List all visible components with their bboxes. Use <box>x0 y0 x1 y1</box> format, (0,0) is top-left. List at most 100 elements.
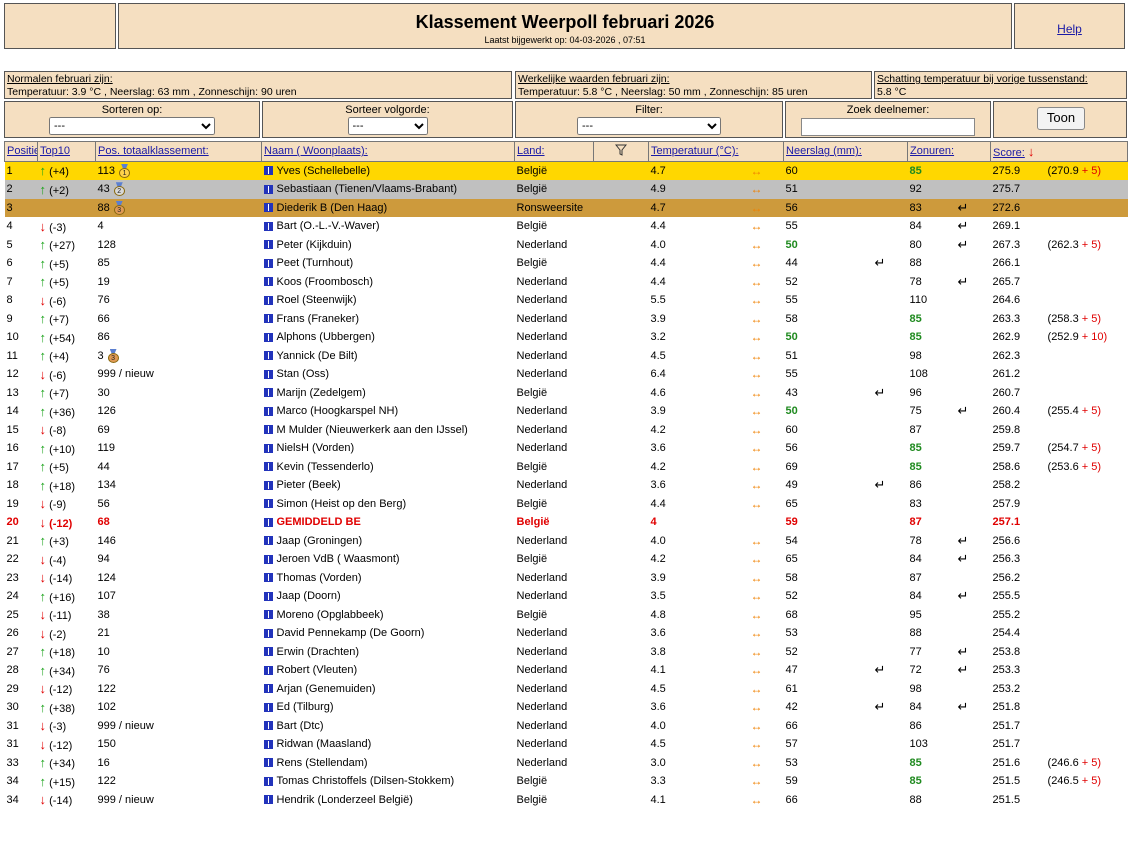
cell-name[interactable]: Marco (Hoogkarspel NH) <box>262 402 515 421</box>
cell-name[interactable]: Ridwan (Maasland) <box>262 735 515 754</box>
cell-position: 6 <box>6 257 13 270</box>
cell-temperature: 4.7 <box>648 198 749 217</box>
col-country[interactable]: Land: <box>514 141 594 162</box>
show-button[interactable]: Toon <box>1037 107 1085 130</box>
col-top10[interactable]: Top10 <box>37 141 96 162</box>
cell-bonus <box>1046 643 1128 662</box>
cell-name[interactable]: Simon (Heist op den Berg) <box>262 495 515 514</box>
cell-sun-hours: 85 <box>909 312 922 325</box>
cell-name[interactable]: M Mulder (Nieuwerkerk aan den IJssel) <box>262 421 515 440</box>
filter-label: Filter: <box>635 104 663 116</box>
cell-name[interactable]: Rens (Stellendam) <box>262 754 515 773</box>
sort-select[interactable]: --- <box>49 117 215 135</box>
cell-name[interactable]: Peet (Turnhout) <box>262 254 515 273</box>
cell-name[interactable]: Roel (Steenwijk) <box>262 291 515 310</box>
cell-sun-icon: ↵ <box>956 698 991 717</box>
filter-icon-cell[interactable] <box>593 141 649 162</box>
cell-score: 275.9 <box>990 161 1046 180</box>
cell-name[interactable]: Frans (Franeker) <box>262 310 515 329</box>
help-link[interactable]: Help <box>1057 22 1082 36</box>
cell-name[interactable]: Arjan (Genemuiden) <box>262 680 515 699</box>
cell-total-position: 134 <box>97 479 116 492</box>
cell-sun-hours: 98 <box>909 349 922 362</box>
cell-name[interactable]: Yannick (De Bilt) <box>262 347 515 366</box>
cell-precipitation: 55 <box>785 294 798 307</box>
cell-name[interactable]: Erwin (Drachten) <box>262 643 515 662</box>
table-row: 10 ↑ (+54) 86 Alphons (Ubbergen) Nederland 3.… <box>5 328 1128 347</box>
cell-name[interactable]: David Pennekamp (De Goorn) <box>262 624 515 643</box>
name-flag-icon <box>263 610 273 620</box>
cell-precipitation-icon <box>873 680 908 699</box>
cell-name[interactable]: NielsH (Vorden) <box>262 439 515 458</box>
cell-name[interactable]: Marijn (Zedelgem) <box>262 384 515 403</box>
cell-name[interactable]: Pieter (Beek) <box>262 476 515 495</box>
cell-name[interactable]: Bart (Dtc) <box>262 717 515 736</box>
name-flag-icon <box>263 647 273 657</box>
left-right-arrow-icon: ↔ <box>750 330 763 345</box>
cell-name[interactable]: GEMIDDELD BE <box>262 513 515 532</box>
left-right-arrow-icon: ↔ <box>750 163 763 178</box>
header-title-cell: Klassement Weerpoll februari 2026 Laatst… <box>118 3 1012 49</box>
name-flag-icon <box>263 591 273 601</box>
col-position[interactable]: Positie: <box>4 141 38 162</box>
cell-total-position: 999 / nieuw <box>97 368 154 381</box>
cell-name[interactable]: Koos (Froombosch) <box>262 273 515 292</box>
cell-sun-icon <box>956 717 991 736</box>
order-select[interactable]: --- <box>347 117 428 135</box>
table-row: 9 ↑ (+7) 66 Frans (Franeker) Nederland 3.9 ↔ 58… <box>5 310 1128 329</box>
cell-country: Nederland <box>516 349 568 362</box>
col-score[interactable]: Score: ↓ <box>990 141 1129 162</box>
filter-select[interactable]: --- <box>577 117 721 135</box>
cell-name[interactable]: Jaap (Doorn) <box>262 587 515 606</box>
cell-position: 30 <box>6 701 19 714</box>
cell-name[interactable]: Moreno (Opglabbeek) <box>262 606 515 625</box>
cell-bonus <box>1045 198 1128 217</box>
cell-sun-hours: 77 <box>909 645 922 658</box>
cell-name[interactable]: Jeroen VdB ( Waasmont) <box>262 550 515 569</box>
cell-sun-hours: 86 <box>909 719 922 732</box>
cell-top10-change <box>37 198 96 217</box>
cell-temperature-icon: ↔ <box>749 421 784 440</box>
cell-country: België <box>516 553 548 566</box>
cell-name[interactable]: Diederik B (Den Haag) <box>261 198 515 217</box>
cell-score: 251.6 <box>992 756 1021 769</box>
cell-top10-change: ↓ (-2) <box>39 625 67 641</box>
left-right-arrow-icon: ↔ <box>750 644 763 659</box>
table-row: 29 ↓ (-12) 122 Arjan (Genemuiden) Nederland 4… <box>5 680 1128 699</box>
cell-sun-hours: 87 <box>909 516 922 529</box>
cell-name[interactable]: Tomas Christoffels (Dilsen-Stokkem) <box>262 772 515 791</box>
cell-name[interactable]: Alphons (Ubbergen) <box>262 328 515 347</box>
cell-sun-icon: ↵ <box>956 550 991 569</box>
cell-precipitation-icon: ↵ <box>873 698 908 717</box>
cell-temperature: 4.0 <box>650 238 666 251</box>
cell-name[interactable]: Bart (O.-L.-V.-Waver) <box>262 217 515 236</box>
col-sun-hours[interactable]: Zonuren: <box>907 141 992 162</box>
col-temperature[interactable]: Temperatuur (°C): <box>647 141 785 162</box>
cell-total-position: 56 <box>97 497 110 510</box>
col-name[interactable]: Naam ( Woonplaats): <box>261 141 515 162</box>
cell-position: 23 <box>6 571 19 584</box>
cell-name[interactable]: Hendrik (Londerzeel België) <box>262 791 515 810</box>
cell-top10-change: ↓ (-8) <box>39 422 67 438</box>
cell-name[interactable]: Jaap (Groningen) <box>262 532 515 551</box>
search-input[interactable] <box>801 118 975 136</box>
cell-country: Nederland <box>516 534 568 547</box>
col-total-position[interactable]: Pos. totaalklassement: <box>95 141 262 162</box>
cell-name[interactable]: Robert (Vleuten) <box>262 661 515 680</box>
cell-precipitation-icon: ↵ <box>873 476 908 495</box>
cell-name[interactable]: Yves (Schellebelle) <box>261 161 515 180</box>
funnel-filter-icon[interactable] <box>614 144 628 156</box>
cell-temperature: 3.5 <box>650 590 666 603</box>
cell-name[interactable]: Kevin (Tessenderlo) <box>262 458 515 477</box>
cell-bonus <box>1046 569 1128 588</box>
cell-top10-change: ↑ (+5) <box>39 274 69 290</box>
cell-name[interactable]: Thomas (Vorden) <box>262 569 515 588</box>
arrow-down-icon: ↓ <box>39 496 47 512</box>
cell-name[interactable]: Peter (Kijkduin) <box>262 236 515 255</box>
col-precipitation[interactable]: Neerslag (mm): <box>783 141 909 162</box>
name-flag-icon <box>263 351 273 361</box>
cell-name[interactable]: Stan (Oss) <box>262 365 515 384</box>
cell-position: 1 <box>4 161 38 180</box>
cell-name[interactable]: Sebastiaan (Tienen/Vlaams-Brabant) <box>261 180 515 199</box>
cell-name[interactable]: Ed (Tilburg) <box>262 698 515 717</box>
